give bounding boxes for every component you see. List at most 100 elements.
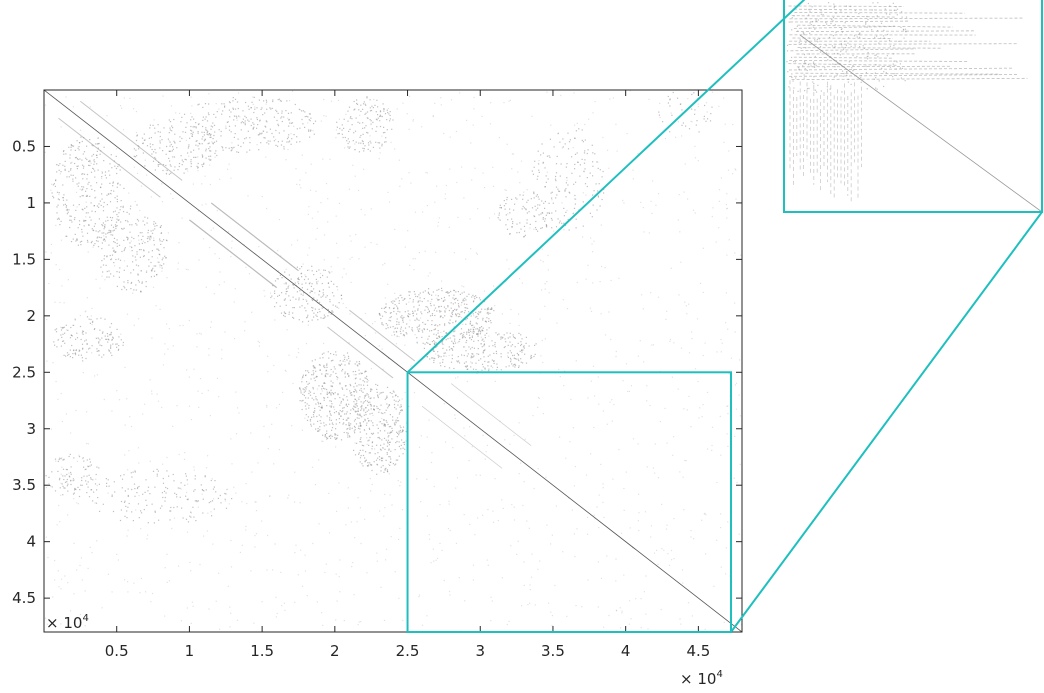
nonzero-mark [69,476,70,477]
nonzero-mark [423,292,424,293]
nonzero-mark [387,110,388,111]
nonzero-mark [78,355,79,356]
nonzero-mark [91,479,92,480]
nonzero-mark [123,207,124,208]
nonzero-mark [403,453,404,454]
nonzero-mark [297,240,298,241]
nonzero-mark [308,325,309,326]
nonzero-mark [140,232,141,233]
nonzero-mark [384,263,385,264]
nonzero-mark [686,460,687,461]
nonzero-mark [659,115,660,116]
nonzero-mark [413,301,414,302]
nonzero-mark [156,225,157,226]
nonzero-mark [307,255,308,256]
nonzero-mark [134,156,135,157]
nonzero-mark [582,236,583,237]
nonzero-mark [455,343,456,344]
nonzero-mark [447,293,448,294]
nonzero-mark [50,485,51,486]
nonzero-mark [441,298,442,299]
nonzero-mark [601,578,602,579]
inset-nonzero-mark [805,47,806,48]
nonzero-mark [273,365,274,366]
nonzero-mark [630,618,631,619]
nonzero-mark [360,432,361,433]
nonzero-mark [437,299,438,300]
nonzero-mark [383,444,384,445]
nonzero-mark [205,475,206,476]
nonzero-mark [519,222,520,223]
nonzero-mark [564,190,565,191]
nonzero-mark [375,453,376,454]
nonzero-mark [453,303,454,304]
nonzero-mark [293,126,294,127]
nonzero-mark [396,408,397,409]
nonzero-mark [149,238,150,239]
nonzero-mark [534,167,535,168]
nonzero-mark [665,138,666,139]
nonzero-mark [355,411,356,412]
nonzero-mark [65,153,66,154]
nonzero-mark [526,363,527,364]
nonzero-mark [478,331,479,332]
nonzero-mark [719,201,720,202]
nonzero-mark [377,437,378,438]
nonzero-mark [620,607,621,608]
nonzero-mark [587,153,588,154]
nonzero-mark [551,227,552,228]
nonzero-mark [674,558,675,559]
nonzero-mark [97,497,98,498]
nonzero-mark [162,497,163,498]
nonzero-mark [588,119,589,120]
nonzero-mark [58,570,59,571]
nonzero-mark [444,403,445,404]
nonzero-mark [359,415,360,416]
nonzero-mark [87,240,88,241]
nonzero-mark [506,332,507,333]
nonzero-mark [574,533,575,534]
nonzero-mark [681,348,682,349]
nonzero-mark [433,360,434,361]
nonzero-mark [323,270,324,271]
nonzero-mark [389,465,390,466]
nonzero-mark [497,367,498,368]
inset-nonzero-mark [876,36,877,37]
nonzero-mark [304,111,305,112]
nonzero-mark [128,193,129,194]
nonzero-mark [691,332,692,333]
nonzero-mark [63,469,64,470]
nonzero-mark [123,342,124,343]
nonzero-mark [166,240,167,241]
nonzero-mark [217,378,218,379]
nonzero-mark [343,128,344,129]
nonzero-mark [373,99,374,100]
nonzero-mark [359,452,360,453]
nonzero-mark [134,325,135,326]
nonzero-mark [413,269,414,270]
nonzero-mark [395,420,396,421]
nonzero-mark [105,175,106,176]
nonzero-mark [537,231,538,232]
nonzero-mark [353,406,354,407]
inset-nonzero-mark [875,64,876,65]
nonzero-mark [96,503,97,504]
nonzero-mark [694,114,695,115]
nonzero-mark [305,375,306,376]
nonzero-mark [281,292,282,293]
nonzero-mark [510,323,511,324]
nonzero-mark [707,448,708,449]
nonzero-mark [155,152,156,153]
nonzero-mark [307,384,308,385]
nonzero-mark [359,115,360,116]
nonzero-mark [70,327,71,328]
nonzero-mark [148,487,149,488]
nonzero-mark [501,207,502,208]
nonzero-mark [374,105,375,106]
nonzero-mark [382,349,383,350]
nonzero-mark [100,267,101,268]
nonzero-mark [677,98,678,99]
nonzero-mark [80,485,81,486]
nonzero-mark [94,328,95,329]
nonzero-mark [98,341,99,342]
